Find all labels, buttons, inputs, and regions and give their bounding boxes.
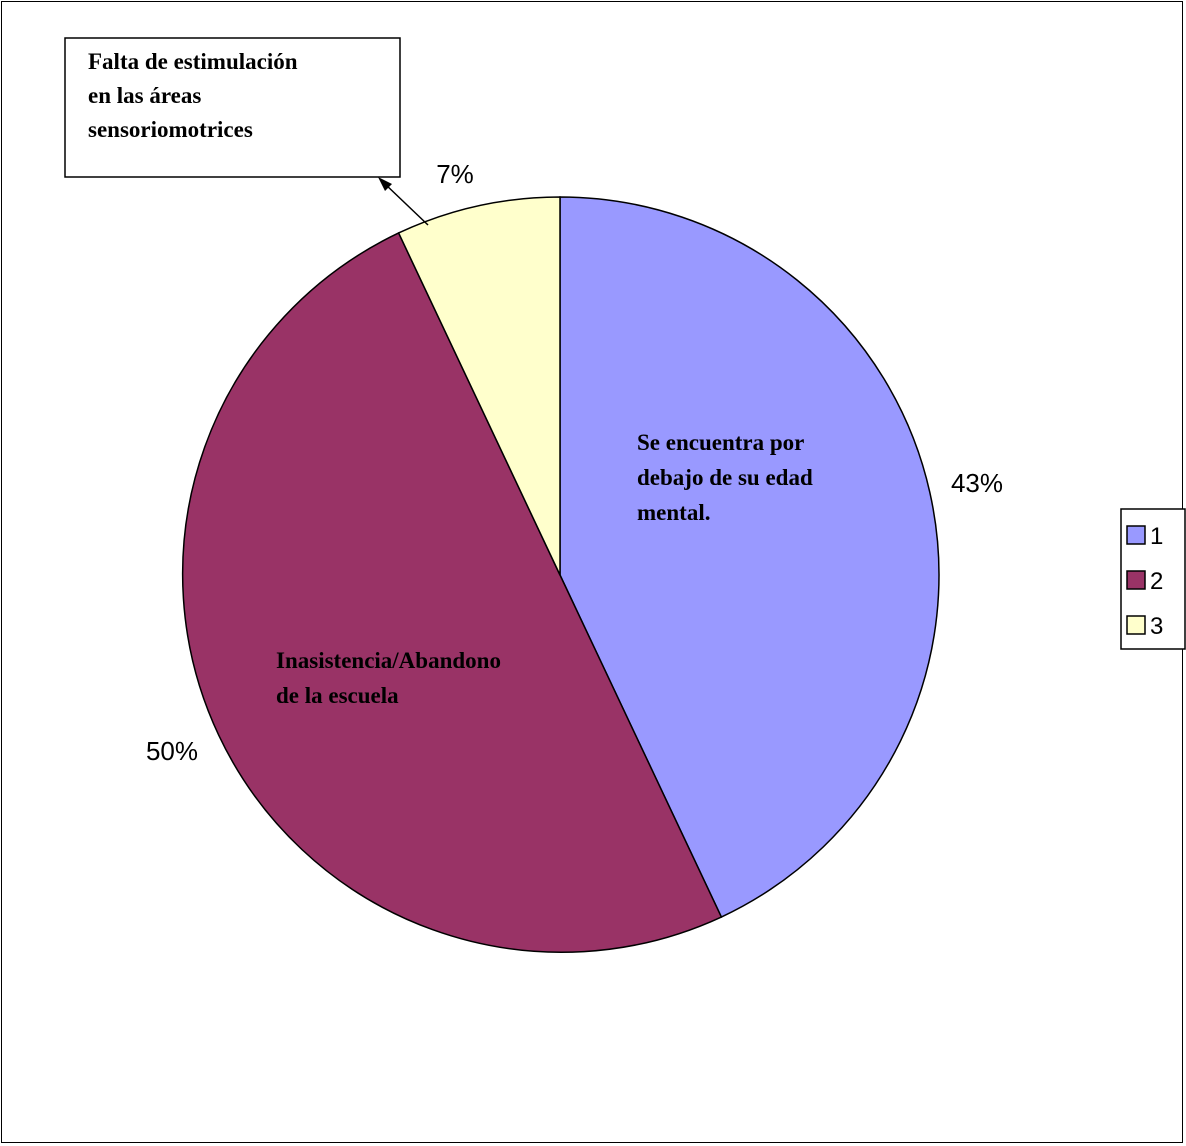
legend-swatch-1 — [1126, 525, 1146, 545]
pie-slices — [181, 196, 940, 953]
legend-swatch-3 — [1126, 615, 1146, 635]
slice-1-annotation-line-1: Se encuentra por — [637, 430, 804, 455]
slice-2-percent-label: 50% — [146, 736, 198, 766]
pie-slice-3 — [397, 196, 561, 576]
slice-1-percent-label: 43% — [951, 468, 1003, 498]
slice-3-annotation-line-2: en las áreas — [88, 83, 201, 108]
legend-label-1: 1 — [1150, 523, 1163, 550]
callout-arrow-head — [378, 177, 392, 191]
slice-1-annotation-line-3: mental. — [637, 500, 710, 525]
slice-3-annotation-line-3: sensoriomotrices — [88, 117, 253, 142]
slice-1-annotation-line-2: debajo de su edad — [637, 465, 813, 490]
legend-swatch-2 — [1126, 570, 1146, 590]
slice-3-percent-label: 7% — [436, 159, 474, 189]
legend: 1 2 3 — [1120, 508, 1186, 650]
pie-slice-2 — [181, 231, 723, 953]
legend-label-3: 3 — [1150, 613, 1163, 640]
slice-3-callout-box — [64, 37, 401, 178]
pie-slice-1 — [559, 196, 940, 919]
slice-3-annotation-line-1: Falta de estimulación — [88, 49, 298, 74]
slice-2-annotation-line-1: Inasistencia/Abandono — [276, 648, 501, 673]
slice-2-annotation-line-2: de la escuela — [276, 683, 399, 708]
legend-label-2: 2 — [1150, 568, 1163, 595]
callout-arrow-line — [383, 182, 429, 226]
